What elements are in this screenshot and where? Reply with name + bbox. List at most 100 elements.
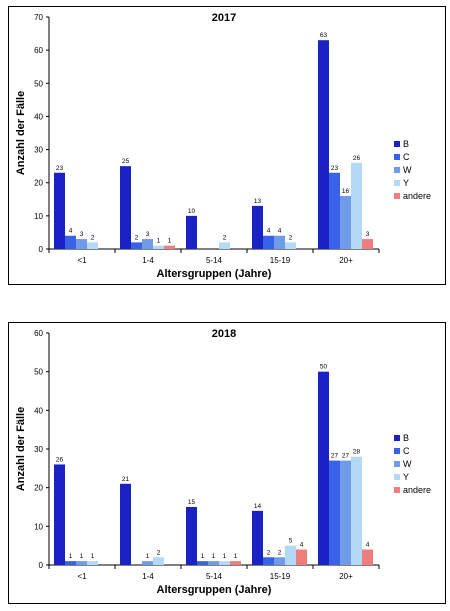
y-tick-label: 0 [39, 561, 44, 570]
data-label: 2 [289, 234, 293, 241]
bar-Y-5-14 [219, 242, 230, 249]
data-label: 10 [188, 208, 196, 215]
bar-C-<1 [65, 561, 76, 565]
legend-swatch-B [394, 141, 400, 147]
legend-label: B [403, 139, 409, 149]
x-axis-title: Altersgruppen (Jahre) [157, 268, 272, 280]
bar-andere-1-4 [164, 245, 175, 249]
x-tick-label: <1 [77, 572, 87, 581]
data-label: 14 [254, 503, 262, 510]
legend-swatch-W [394, 461, 400, 467]
bar-C-20+ [329, 172, 340, 249]
data-label: 4 [278, 228, 282, 235]
data-label: 2 [223, 234, 227, 241]
data-label: 1 [146, 553, 150, 560]
bar-B-15-19 [252, 510, 263, 565]
data-label: 1 [234, 553, 238, 560]
chart-2017: 2017 0 10 20 30 40 50 60 70 <1 23 4 3 2 1-4 25 2 3 1 1 5-14 1… [8, 6, 446, 285]
data-label: 3 [80, 231, 84, 238]
bar-andere-20+ [362, 549, 373, 565]
legend-label: Y [403, 472, 409, 482]
data-label: 4 [267, 228, 271, 235]
legend-swatch-Y [394, 180, 400, 186]
y-tick-label: 20 [34, 484, 43, 493]
data-label: 13 [254, 198, 262, 205]
bar-C-15-19 [263, 235, 274, 249]
data-label: 2 [91, 234, 95, 241]
y-tick-label: 10 [34, 212, 43, 221]
bar-W-15-19 [274, 557, 285, 565]
data-label: 15 [188, 499, 196, 506]
legend-label: C [403, 152, 410, 162]
data-label: 23 [56, 165, 64, 172]
bar-Y-15-19 [285, 545, 296, 565]
legend-label: C [403, 446, 410, 456]
legend-label: andere [403, 191, 431, 201]
bar-C-5-14 [197, 561, 208, 565]
x-tick-label: 15-19 [270, 572, 291, 581]
data-label: 3 [146, 231, 150, 238]
data-label: 2 [135, 234, 139, 241]
legend-swatch-B [394, 435, 400, 441]
bar-C-1-4 [131, 242, 142, 249]
y-tick-label: 60 [34, 46, 43, 55]
bar-Y-1-4 [153, 557, 164, 565]
bar-Y-15-19 [285, 242, 296, 249]
data-label: 1 [168, 238, 172, 245]
bar-C-15-19 [263, 557, 274, 565]
bar-W-20+ [340, 460, 351, 565]
x-tick-label: 20+ [339, 256, 353, 265]
bar-andere-15-19 [296, 549, 307, 565]
chart-title: 2017 [212, 12, 236, 24]
y-tick-label: 20 [34, 179, 43, 188]
x-tick-label: 5-14 [206, 256, 223, 265]
bar-Y-<1 [87, 242, 98, 249]
data-label: 4 [69, 228, 73, 235]
chart-2018: 2018 0 10 20 30 40 50 60 <1 26 1 1 1 1-4 21 1 2 5-14 15 1 1 1… [8, 322, 446, 604]
data-label: 21 [122, 476, 130, 483]
bar-B-1-4 [120, 483, 131, 565]
bar-B-20+ [318, 371, 329, 565]
data-label: 1 [201, 553, 205, 560]
data-label: 50 [320, 364, 328, 371]
legend-label: W [403, 459, 412, 469]
legend-label: andere [403, 485, 431, 495]
data-label: 1 [91, 553, 95, 560]
bar-W-<1 [76, 561, 87, 565]
bar-Y-5-14 [219, 561, 230, 565]
legend-swatch-C [394, 448, 400, 454]
bar-C-20+ [329, 460, 340, 565]
y-tick-label: 0 [39, 245, 44, 254]
bar-W-1-4 [142, 239, 153, 249]
bar-B-<1 [54, 464, 65, 565]
legend-swatch-C [394, 154, 400, 160]
y-tick-label: 40 [34, 406, 43, 415]
y-axis-title: Anzahl der Fälle [15, 407, 27, 491]
bar-andere-5-14 [230, 561, 241, 565]
y-tick-label: 60 [34, 329, 43, 338]
y-tick-label: 50 [34, 79, 43, 88]
x-tick-label: <1 [77, 256, 87, 265]
data-label: 2 [267, 549, 271, 556]
data-label: 63 [320, 32, 328, 39]
y-tick-label: 50 [34, 368, 43, 377]
data-label: 2 [278, 549, 282, 556]
y-tick-label: 10 [34, 522, 43, 531]
y-tick-label: 40 [34, 112, 43, 121]
bar-Y-<1 [87, 561, 98, 565]
data-label: 4 [300, 542, 304, 549]
bar-B-<1 [54, 172, 65, 249]
bar-B-15-19 [252, 205, 263, 249]
bar-Y-1-4 [153, 245, 164, 249]
data-label: 1 [223, 553, 227, 560]
bar-B-5-14 [186, 215, 197, 249]
bar-B-1-4 [120, 166, 131, 249]
data-label: 2 [157, 549, 161, 556]
x-tick-label: 1-4 [142, 572, 154, 581]
bar-andere-20+ [362, 239, 373, 249]
data-label: 25 [122, 158, 130, 165]
legend-swatch-andere [394, 193, 400, 199]
bar-Y-20+ [351, 456, 362, 565]
bar-W-1-4 [142, 561, 153, 565]
